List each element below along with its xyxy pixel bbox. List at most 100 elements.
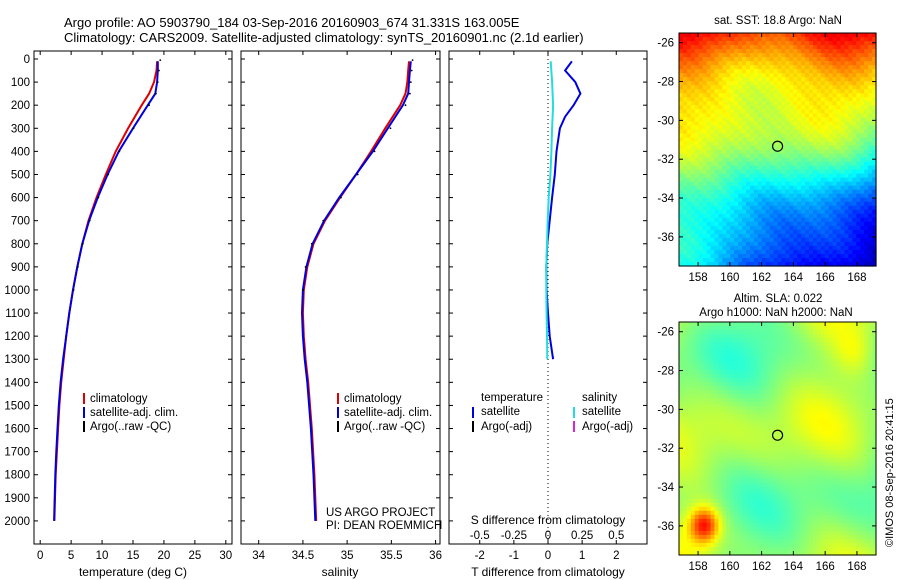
map-cell (702, 374, 708, 379)
map-cell (805, 237, 810, 243)
map-cell (734, 366, 739, 371)
map-cell (852, 442, 857, 448)
map-cell (769, 346, 775, 351)
map-cell (710, 133, 716, 139)
map-cell (797, 221, 802, 227)
map-cell (753, 370, 759, 375)
map-cell (734, 189, 739, 195)
map-cell (868, 101, 873, 106)
difference-profiles (545, 60, 582, 360)
map-cell (816, 49, 822, 54)
map-cell (872, 77, 877, 82)
argo-point (81, 242, 84, 245)
map-cell (848, 77, 853, 82)
map-cell (832, 366, 838, 371)
y-tick-label: 100 (11, 77, 30, 89)
map-cell (690, 217, 696, 223)
map-cell (757, 233, 763, 239)
map-cell (816, 378, 822, 383)
map-cell (726, 173, 731, 179)
map-cell (730, 125, 735, 131)
map-cell (793, 217, 798, 223)
map-cell (777, 205, 783, 211)
map-cell (686, 133, 692, 139)
map-cell (710, 253, 716, 259)
argo-point (159, 59, 162, 62)
map-cell (722, 426, 727, 432)
map-cell (809, 366, 814, 371)
map-cell (749, 209, 755, 215)
map-cell (864, 121, 869, 126)
map-cell (797, 97, 802, 102)
map-cell (753, 93, 759, 98)
map-cell (702, 161, 708, 167)
map-cell (848, 434, 853, 440)
map-cell (805, 213, 810, 219)
map-cell (745, 237, 751, 243)
map-cell (864, 153, 869, 159)
map-cell (718, 454, 723, 460)
map-cell (749, 157, 755, 163)
map-cell (710, 77, 716, 82)
map-cell (690, 418, 696, 424)
map-cell (679, 97, 684, 102)
map-cell (872, 394, 877, 399)
map-cell (828, 418, 834, 424)
map-cell (824, 378, 830, 383)
map-cell (742, 109, 747, 114)
map-cell (872, 386, 877, 391)
map-cell (773, 350, 779, 355)
map-cell (690, 394, 696, 399)
map-cell (722, 65, 727, 70)
map-cell (734, 73, 739, 78)
map-cell (840, 434, 846, 440)
map-cell (698, 350, 704, 355)
map-cell (742, 149, 747, 155)
map-cell (812, 245, 818, 251)
map-cell (809, 157, 814, 163)
map-cell (824, 241, 830, 247)
map-cell (824, 458, 830, 464)
map-cell (836, 394, 842, 399)
map-cell (706, 117, 712, 122)
map-cell (745, 346, 751, 351)
map-cell (820, 45, 826, 50)
map-cell (793, 378, 798, 383)
map-cell (749, 121, 755, 126)
map-cell (745, 406, 751, 411)
map-cell (761, 165, 767, 171)
map-cell (793, 338, 798, 343)
map-cell (797, 145, 802, 151)
map-cell (797, 193, 802, 199)
map-cell (840, 137, 846, 143)
map-cell (824, 454, 830, 460)
map-cell (726, 458, 731, 464)
map-cell (722, 430, 727, 436)
map-cell (706, 350, 712, 355)
map-cell (694, 229, 700, 235)
map-cell (745, 458, 751, 464)
map-cell (726, 386, 731, 391)
map-cell (785, 153, 790, 159)
map-cell (722, 386, 727, 391)
map-cell (749, 197, 755, 203)
map-cell (852, 245, 857, 251)
map-cell (832, 129, 838, 135)
map-cell (797, 93, 802, 98)
map-cell (722, 185, 727, 191)
map-cell (777, 382, 783, 387)
sst-heatmap (679, 33, 877, 267)
map-cell (805, 450, 810, 456)
map-cell (856, 350, 861, 355)
map-cell (801, 394, 806, 399)
map-cell (840, 117, 846, 122)
map-cell (722, 261, 727, 267)
map-cell (856, 117, 861, 122)
map-cell (745, 370, 751, 375)
map-cell (781, 157, 786, 163)
map-cell (757, 261, 763, 267)
map-cell (864, 213, 869, 219)
y-tick-label: 1000 (4, 285, 30, 297)
map-cell (682, 197, 688, 203)
map-cell (852, 61, 857, 66)
